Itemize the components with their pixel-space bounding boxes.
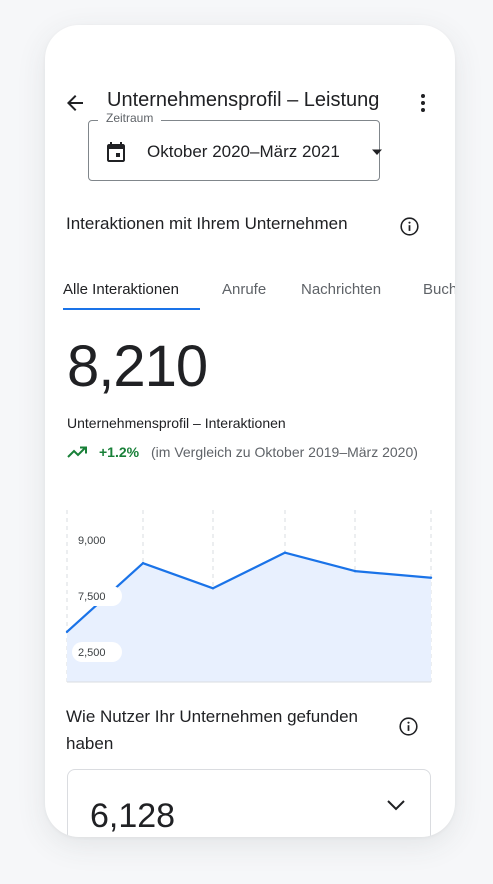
trending-up-icon [67, 446, 87, 458]
metric-label: Unternehmensprofil – Interaktionen [67, 415, 286, 431]
comparison-text: (im Vergleich zu Oktober 2019–März 2020) [151, 444, 418, 460]
chart-y-tick-bg [72, 642, 122, 662]
chart-y-tick-label: 7,500 [78, 591, 106, 603]
chart-point [141, 562, 145, 565]
chart-point [283, 551, 287, 554]
metric-value: 8,210 [67, 334, 208, 399]
page-title: Unternehmensprofil – Leistung [107, 89, 380, 111]
tab-bar: Alle Interaktionen Anrufe Nachrichten Bu… [45, 268, 455, 312]
date-range-value: Oktober 2020–März 2021 [147, 142, 340, 161]
found-section-title: Wie Nutzer Ihr Unternehmen gefunden habe… [66, 707, 358, 753]
arrow-back-icon[interactable] [63, 91, 87, 115]
info-icon[interactable] [398, 716, 419, 737]
chart-point [353, 569, 357, 573]
info-icon[interactable] [399, 216, 420, 237]
chart-y-tick-label: 2,500 [78, 647, 106, 659]
change-percent: +1.2% [99, 444, 140, 460]
chart-y-tick-label: 9,000 [78, 535, 106, 547]
performance-card: Unternehmensprofil – Leistung Zeitraum O… [45, 25, 455, 837]
tab-bookings[interactable]: Buch [423, 281, 455, 298]
chart-point [65, 630, 69, 634]
section-title: Interaktionen mit Ihrem Unternehmen [66, 214, 348, 233]
tab-all-interactions[interactable]: Alle Interaktionen [63, 281, 179, 298]
chart-area [67, 552, 431, 682]
found-expandable-card[interactable] [67, 769, 431, 837]
date-range-label: Zeitraum [98, 111, 162, 125]
calendar-icon [107, 142, 125, 162]
found-value: 6,128 [90, 797, 176, 835]
arrow-drop-down-icon[interactable] [370, 145, 384, 159]
chart-point [211, 587, 215, 590]
chart-point [429, 576, 433, 579]
chart-y-tick-bg [72, 586, 122, 606]
tab-messages[interactable]: Nachrichten [301, 281, 382, 298]
more-vert-icon[interactable] [411, 91, 435, 115]
active-tab-indicator [63, 308, 200, 310]
chart-series-line [66, 551, 432, 633]
chart-y-tick-bg [72, 530, 122, 550]
tab-calls[interactable]: Anrufe [222, 281, 267, 298]
chevron-down-icon[interactable] [385, 797, 407, 813]
